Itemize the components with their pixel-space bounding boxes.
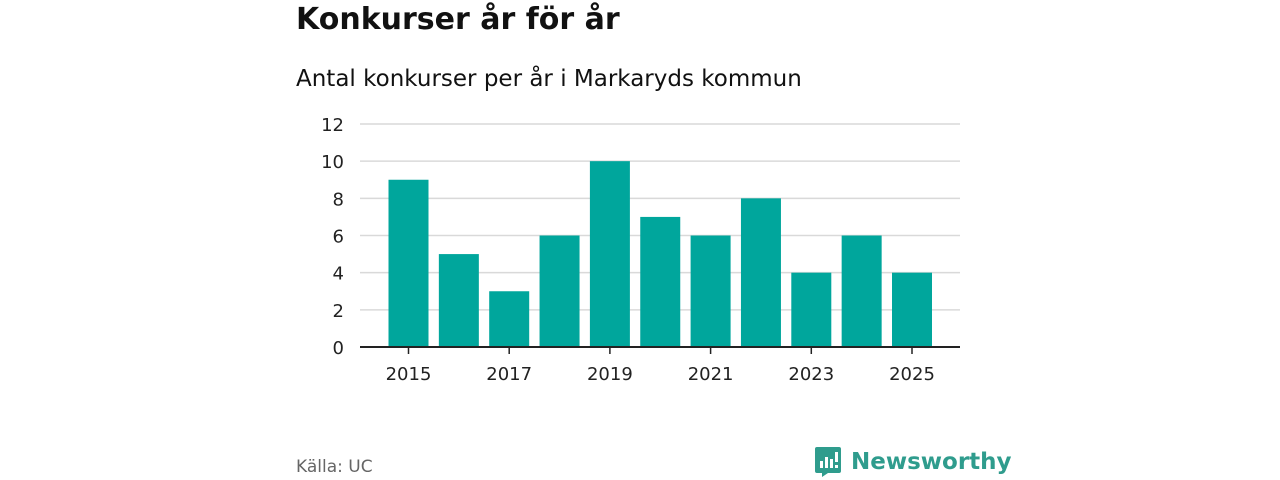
x-tick-label: 2019 bbox=[587, 364, 633, 385]
bar-2015[interactable] bbox=[388, 179, 429, 347]
chart-title: Konkurser år för år bbox=[296, 2, 620, 37]
y-tick-label: 4 bbox=[333, 264, 344, 285]
bar-2018[interactable] bbox=[539, 235, 580, 348]
bar-2024[interactable] bbox=[841, 235, 882, 348]
x-tick-label: 2021 bbox=[688, 364, 734, 385]
newsworthy-logo[interactable]: Newsworthy bbox=[814, 446, 1012, 478]
x-tick-label: 2015 bbox=[386, 364, 432, 385]
y-tick-label: 12 bbox=[321, 115, 344, 136]
newsworthy-logo-icon bbox=[815, 447, 841, 477]
y-tick-label: 6 bbox=[333, 227, 344, 248]
bar-2019[interactable] bbox=[589, 161, 630, 347]
bar-2021[interactable] bbox=[690, 235, 731, 348]
x-tick-label: 2017 bbox=[486, 364, 532, 385]
bar-2022[interactable] bbox=[740, 198, 781, 347]
x-axis-ticks: 2015 2017 2019 2021 2023 2025 bbox=[386, 347, 935, 385]
y-tick-label: 2 bbox=[333, 301, 344, 322]
x-tick-label: 2023 bbox=[788, 364, 834, 385]
chart-subtitle: Antal konkurser per år i Markaryds kommu… bbox=[296, 66, 802, 92]
x-tick-label: 2025 bbox=[889, 364, 935, 385]
y-tick-label: 8 bbox=[333, 189, 344, 210]
bar-2017[interactable] bbox=[489, 291, 530, 347]
bar-2020[interactable] bbox=[640, 216, 681, 347]
bar-2023[interactable] bbox=[791, 272, 832, 347]
bars bbox=[388, 161, 932, 348]
bar-2016[interactable] bbox=[438, 254, 479, 347]
y-axis-ticks: 0 2 4 6 8 10 12 bbox=[321, 115, 344, 359]
newsworthy-brand-name: Newsworthy bbox=[851, 449, 1012, 475]
y-tick-label: 0 bbox=[333, 338, 344, 359]
source-note: Källa: UC bbox=[296, 457, 373, 477]
bar-2025[interactable] bbox=[892, 272, 932, 347]
y-tick-label: 10 bbox=[321, 152, 344, 173]
